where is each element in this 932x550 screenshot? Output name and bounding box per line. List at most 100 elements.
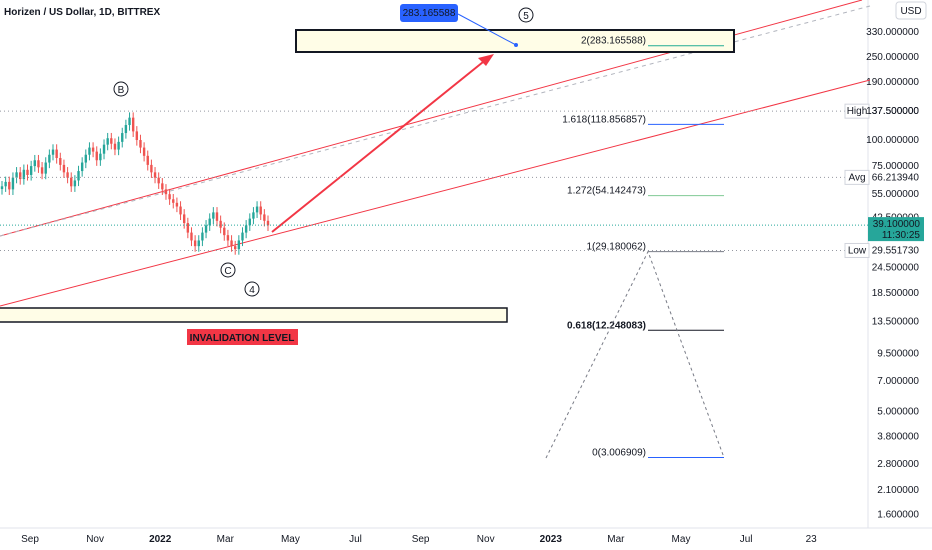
candle-body	[110, 138, 113, 144]
candle-body	[113, 143, 117, 150]
candle-body	[201, 232, 204, 241]
price-tick-label: 1.600000	[877, 510, 919, 521]
callout-value: 283.165588	[403, 8, 456, 19]
candle-body	[186, 223, 190, 233]
candle-body	[142, 147, 146, 156]
candle-body	[263, 214, 266, 221]
invalidation-zone-box	[0, 307, 508, 323]
time-tick-label: 2023	[540, 534, 563, 545]
price-scale[interactable]: USD 330.000000 250.000000 190.000000 137.500…	[866, 0, 932, 550]
candle-body	[219, 220, 222, 228]
candle-body	[22, 169, 26, 180]
candle-body	[99, 153, 102, 161]
wave-label-c: C	[224, 266, 231, 277]
candle-body	[117, 141, 120, 150]
candle-body	[153, 172, 157, 178]
channel-lower-line	[0, 79, 871, 307]
price-tick-label: 13.500000	[872, 316, 920, 327]
price-tick-label: 250.000000	[866, 52, 919, 63]
fib-level-label: 1.618(118.856857)	[562, 114, 646, 125]
price-tick-label: 330.000000	[866, 27, 919, 38]
price-tick-label: 55.000000	[872, 189, 920, 200]
price-scale-bg	[868, 0, 932, 550]
fib-level-label: 1.272(54.142473)	[567, 186, 646, 197]
current-price-tag	[868, 217, 924, 242]
fib-level-label: 1(29.180062)	[587, 242, 647, 253]
callout-box	[400, 4, 458, 22]
badge-value: 66.213940	[872, 172, 920, 183]
candle-body	[102, 144, 106, 154]
candle-body	[204, 225, 208, 233]
time-tick-label: 2022	[149, 534, 172, 545]
candle-body	[80, 162, 84, 172]
candle-body	[266, 220, 270, 226]
wave-label-circle	[220, 262, 236, 278]
badge-label-box	[844, 242, 870, 258]
chart-title: Horizen / US Dollar, 1D, BITTREX	[4, 7, 160, 18]
time-tick-label: May	[281, 534, 300, 545]
price-tick-label: 24.500000	[872, 262, 920, 273]
time-tick-label: Jul	[349, 534, 362, 545]
wave-label-circle	[518, 7, 534, 23]
candle-body	[29, 166, 33, 175]
wave-label-4: 4	[249, 285, 255, 296]
badge-label: High	[847, 106, 868, 117]
candle-body	[226, 235, 230, 241]
invalidation-label: INVALIDATION LEVEL	[190, 333, 295, 344]
candle-body	[48, 154, 51, 163]
badge-label: Avg	[848, 172, 865, 183]
price-tick-label: 75.000000	[872, 161, 920, 172]
price-tick-label: 2.100000	[877, 485, 919, 496]
candle-body	[146, 155, 149, 165]
wave-label-b: B	[118, 85, 125, 96]
time-tick-label: Sep	[21, 534, 39, 545]
candle-body	[259, 206, 262, 215]
badge-label-box	[844, 169, 870, 185]
candle-body	[0, 186, 4, 190]
candle-body	[131, 117, 135, 132]
candle-body	[172, 199, 175, 203]
candle-body	[139, 140, 142, 148]
candle-body	[124, 125, 128, 134]
candle-body	[223, 227, 226, 236]
fib-level-label: 2(283.165588)	[581, 36, 646, 47]
callout-pointer-dot	[514, 43, 518, 47]
candle-body	[230, 240, 233, 247]
candle-body	[19, 172, 22, 180]
candle-body	[91, 147, 95, 152]
candle-body	[234, 246, 237, 250]
candle-body	[244, 225, 248, 233]
badge-label: Low	[848, 245, 867, 256]
badge-value: 29.551730	[872, 245, 920, 256]
time-tick-label: May	[672, 534, 691, 545]
candle-body	[215, 212, 219, 221]
candle-body	[44, 162, 47, 174]
channel-mid-line	[0, 5, 871, 237]
invalidation-label-bg	[187, 329, 298, 345]
candle-body	[66, 172, 69, 178]
time-tick-label: Mar	[217, 534, 235, 545]
candle-body	[37, 160, 40, 168]
candle-body	[164, 189, 168, 195]
time-tick-label: Nov	[86, 534, 104, 545]
candle-body	[135, 131, 139, 141]
candle-body	[51, 149, 55, 155]
time-tick-label: 23	[806, 534, 818, 545]
candle-body	[255, 206, 259, 213]
candle-body	[62, 164, 66, 173]
time-tick-label: Nov	[477, 534, 495, 545]
candle-body	[8, 181, 11, 190]
time-tick-label: Mar	[607, 534, 625, 545]
candle-body	[193, 240, 197, 247]
currency-label: USD	[900, 6, 921, 17]
badge-value: 137.500000	[866, 106, 919, 117]
time-scale[interactable]: Sep Nov 2022 Mar May Jul Sep Nov 2023 Mar May Jul 23	[0, 527, 932, 545]
projection-arrow-head	[478, 54, 494, 66]
candle-body	[208, 218, 211, 226]
candle-body	[106, 138, 109, 145]
candle-body	[95, 151, 98, 161]
candle-body	[55, 149, 58, 159]
fib-extension[interactable]: 2(283.165588) 1.618(118.856857) 1.272(54.1…	[545, 36, 725, 459]
